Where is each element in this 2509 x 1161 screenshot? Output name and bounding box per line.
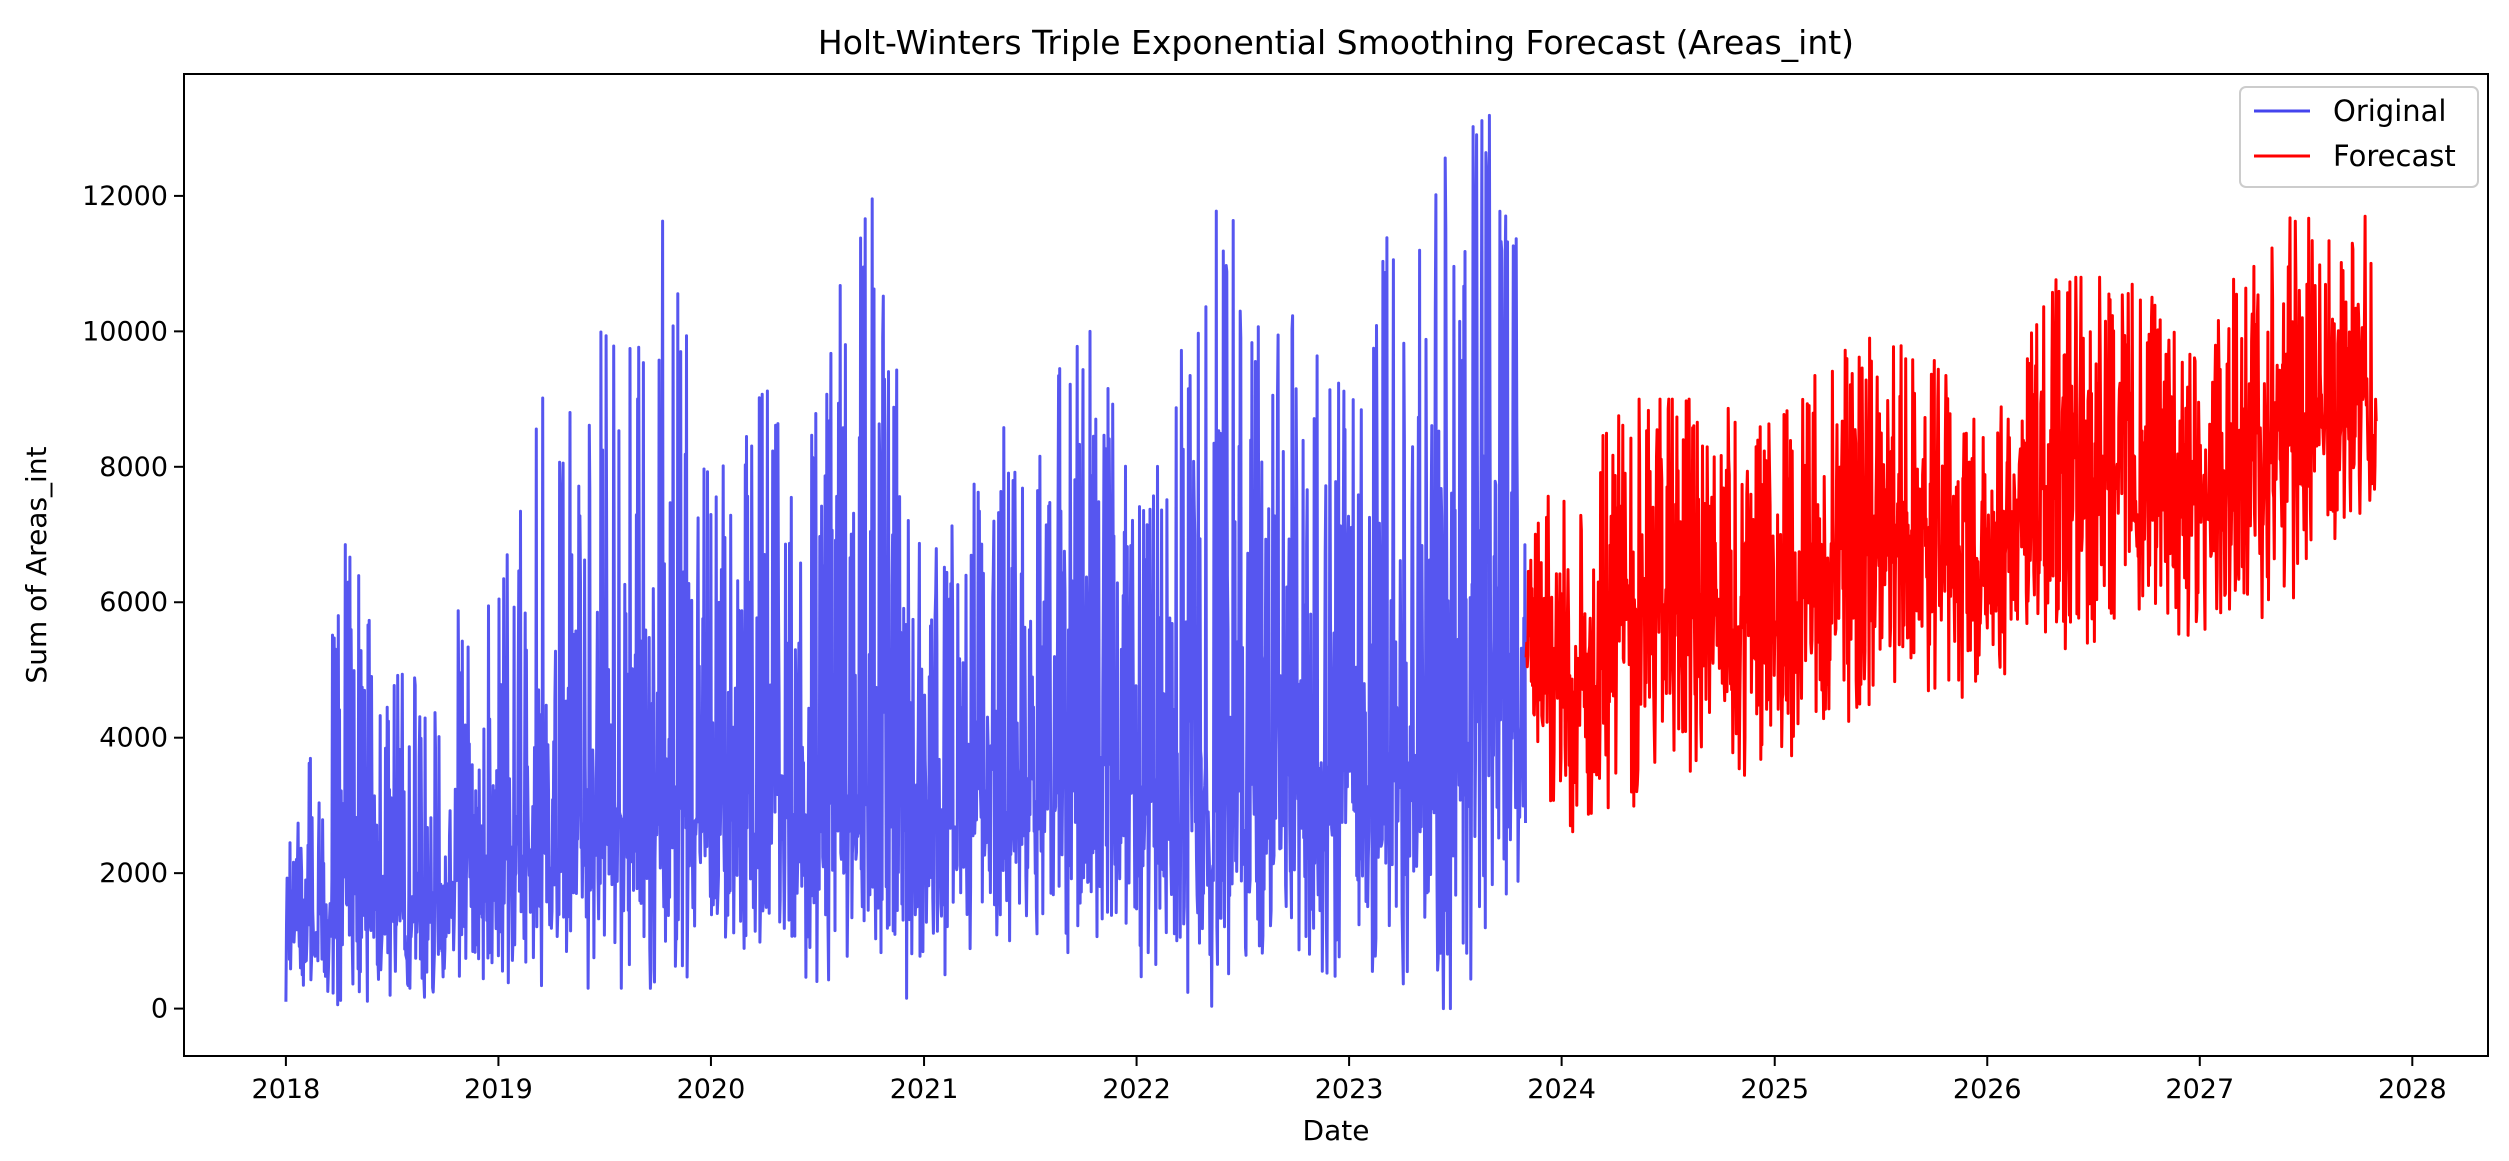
legend: Original Forecast: [2239, 86, 2479, 188]
x-tick-label: 2028: [2378, 1074, 2447, 1105]
x-tick-label: 2019: [464, 1074, 533, 1105]
plot-frame: [183, 73, 2489, 1057]
x-tick-label: 2018: [252, 1074, 321, 1105]
legend-label-original: Original: [2333, 94, 2446, 128]
y-axis: 0 2000 4000 6000 8000 10000 12000: [82, 181, 184, 1025]
series-line-original: [284, 113, 1527, 1011]
x-tick-label: 2026: [1953, 1074, 2022, 1105]
y-tick-label: 2000: [99, 858, 168, 889]
x-tick-label: 2025: [1740, 1074, 1809, 1105]
x-tick-label: 2020: [677, 1074, 746, 1105]
x-tick-label: 2027: [2165, 1074, 2234, 1105]
x-tick-label: 2021: [890, 1074, 959, 1105]
y-tick-label: 6000: [99, 587, 168, 618]
x-tick-label: 2024: [1527, 1074, 1596, 1105]
x-tick-label: 2022: [1102, 1074, 1171, 1105]
y-tick-label: 0: [151, 994, 168, 1025]
y-tick-label: 4000: [99, 723, 168, 754]
series-layer: [284, 113, 2378, 1011]
y-tick-label: 8000: [99, 452, 168, 483]
y-tick-label: 10000: [82, 316, 168, 347]
legend-label-forecast: Forecast: [2333, 139, 2456, 173]
y-tick-label: 12000: [82, 181, 168, 212]
chart-title: Holt-Winters Triple Exponential Smoothin…: [818, 23, 1854, 62]
x-axis-label: Date: [1303, 1114, 1370, 1147]
series-line-forecast: [1524, 214, 2378, 834]
y-axis-label: Sum of Areas_int: [20, 446, 53, 683]
x-tick-label: 2023: [1315, 1074, 1384, 1105]
x-axis: 2018 2019 2020 2021 2022 2023 2024 2025 2026 2027…: [252, 1056, 2447, 1105]
